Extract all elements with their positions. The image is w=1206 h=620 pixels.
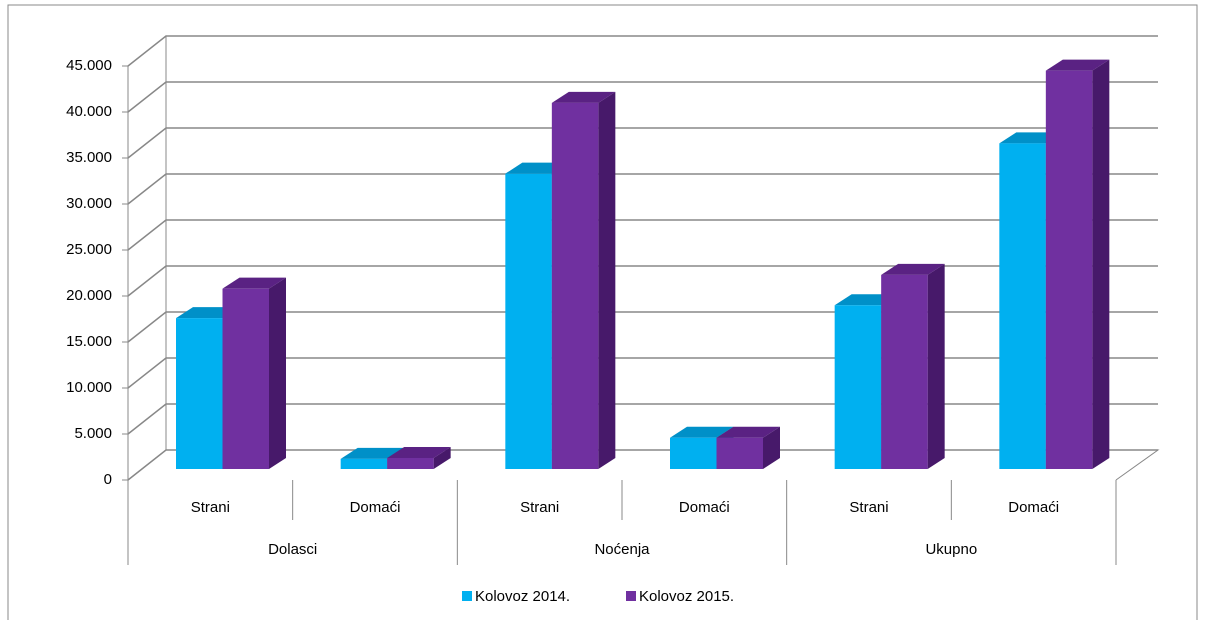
bar-side xyxy=(269,277,286,469)
y-tick-label: 20.000 xyxy=(66,287,112,304)
legend-label: Kolovoz 2014. xyxy=(475,588,570,605)
x-tick-label: Strani xyxy=(849,499,888,516)
bar-top xyxy=(1045,59,1110,71)
y-tick-label: 40.000 xyxy=(66,103,112,120)
grid-line xyxy=(127,219,1158,251)
x-tick-label: Domaći xyxy=(350,499,401,516)
grid-line xyxy=(127,173,1158,205)
bar-top xyxy=(551,91,616,103)
bar xyxy=(716,437,763,469)
legend-swatch xyxy=(626,591,636,601)
bar-side xyxy=(927,263,945,469)
grid-line xyxy=(127,403,1158,435)
group-label: Noćenja xyxy=(594,541,650,558)
bar-side xyxy=(598,91,616,469)
x-tick-label: Domaći xyxy=(679,499,730,516)
grid-line xyxy=(127,127,1158,159)
y-tick-label: 25.000 xyxy=(66,241,112,258)
bar xyxy=(340,458,388,469)
group-label: Ukupno xyxy=(925,541,977,558)
bar-side xyxy=(763,426,780,469)
grid-line xyxy=(127,357,1158,389)
bar-side xyxy=(1092,59,1110,469)
bar xyxy=(176,318,223,469)
bar xyxy=(387,457,434,469)
bar xyxy=(670,437,717,469)
y-tick-label: 5.000 xyxy=(74,425,112,442)
grid-line xyxy=(127,265,1158,297)
x-tick-label: Domaći xyxy=(1008,499,1059,516)
bar xyxy=(551,102,599,469)
grid-line xyxy=(127,35,1158,67)
bar xyxy=(222,288,269,469)
group-label: Dolasci xyxy=(268,541,317,558)
bar xyxy=(1045,70,1093,469)
bar xyxy=(505,173,552,469)
x-tick-label: Strani xyxy=(520,499,559,516)
grid-line xyxy=(127,81,1158,113)
y-tick-label: 15.000 xyxy=(66,333,112,350)
y-tick-label: 35.000 xyxy=(66,149,112,166)
bar-side xyxy=(433,446,451,469)
bar-top xyxy=(670,426,734,438)
legend-swatch xyxy=(462,591,472,601)
bar-top xyxy=(716,426,780,438)
y-tick-label: 30.000 xyxy=(66,195,112,212)
y-tick-label: 10.000 xyxy=(66,379,112,396)
bar-top xyxy=(387,446,451,458)
bar-top xyxy=(222,277,286,289)
grid-line xyxy=(127,449,1158,481)
grid-line xyxy=(127,311,1158,343)
bar-top xyxy=(340,447,405,459)
legend-label: Kolovoz 2015. xyxy=(639,588,734,605)
bar-top xyxy=(881,263,945,275)
bar xyxy=(881,274,928,469)
bar xyxy=(999,143,1046,469)
bar xyxy=(834,305,882,469)
y-tick-label: 0 xyxy=(104,471,112,488)
y-tick-label: 45.000 xyxy=(66,57,112,74)
x-tick-label: Strani xyxy=(191,499,230,516)
